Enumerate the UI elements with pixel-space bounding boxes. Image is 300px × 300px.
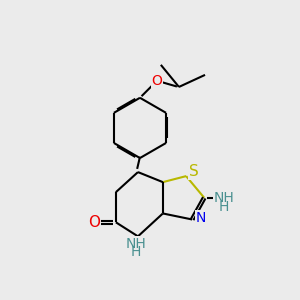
Text: H: H bbox=[219, 200, 230, 214]
Text: S: S bbox=[188, 164, 198, 179]
Text: NH: NH bbox=[126, 237, 146, 250]
Text: NH: NH bbox=[214, 191, 235, 205]
Text: N: N bbox=[196, 211, 206, 225]
Text: H: H bbox=[131, 245, 141, 260]
Text: O: O bbox=[88, 215, 100, 230]
Text: O: O bbox=[152, 74, 162, 88]
